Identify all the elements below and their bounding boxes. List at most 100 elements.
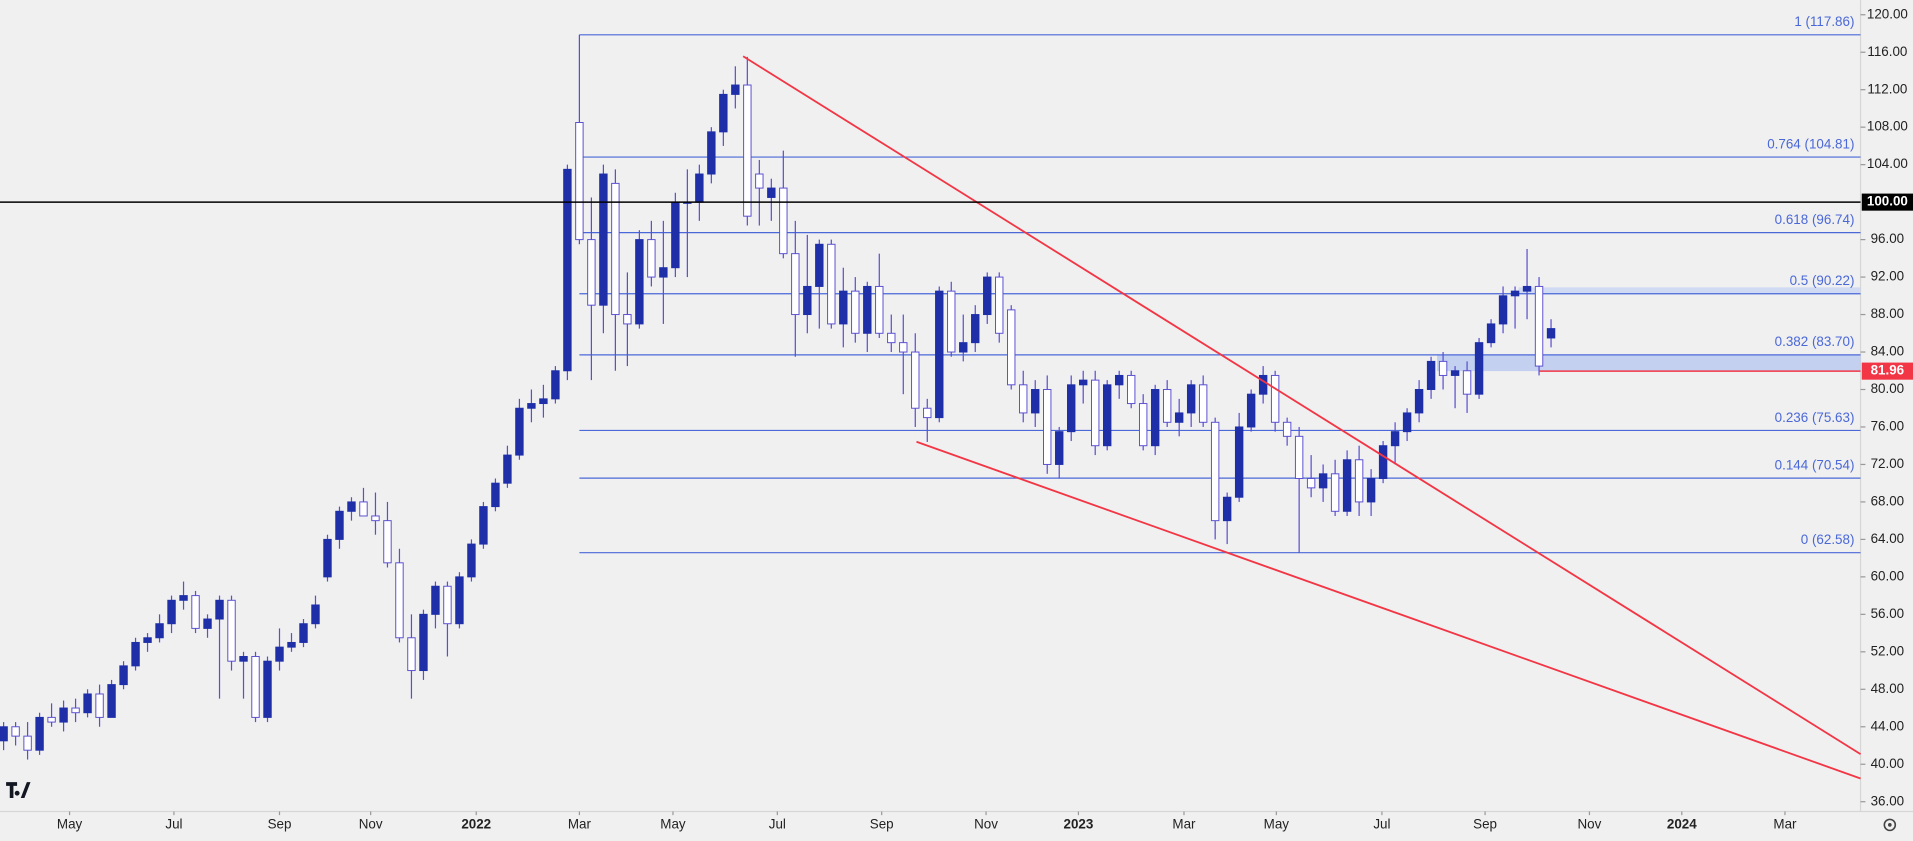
fib-label: 0.382 (83.70) [1775, 334, 1855, 349]
x-tick-label: Jul [165, 816, 182, 831]
candle-body [0, 726, 8, 742]
candle-body [1007, 309, 1016, 386]
trendline [742, 55, 1862, 755]
candle-body [1198, 384, 1208, 423]
y-tick-label: 108.00 [1867, 119, 1908, 134]
y-tick-label: 72.00 [1871, 456, 1905, 471]
candle-body [1366, 478, 1376, 503]
candle-body [863, 285, 872, 334]
candle-body [1522, 285, 1532, 292]
candle-body [347, 501, 356, 512]
x-tick-label: Mar [1172, 816, 1196, 831]
candle-body [155, 623, 164, 639]
candle-body [1162, 389, 1172, 423]
settings-icon[interactable] [1883, 818, 1897, 832]
candle-body [539, 398, 548, 405]
candle-body [1402, 412, 1412, 433]
y-tick-label: 104.00 [1867, 156, 1908, 171]
candle-body [455, 576, 464, 625]
y-tick-label: 36.00 [1871, 793, 1905, 808]
candle-body [1019, 384, 1028, 414]
candle-body [287, 641, 296, 648]
candle-body [1498, 295, 1508, 325]
candle-body [767, 187, 776, 198]
trendline [916, 440, 1861, 780]
candle-body [1102, 384, 1112, 447]
x-tick-label: Nov [974, 816, 998, 831]
x-tick-label: Nov [359, 816, 383, 831]
candle-body [635, 239, 644, 325]
candle-body [803, 285, 812, 316]
candle-body [383, 520, 392, 564]
y-tick-label: 40.00 [1871, 756, 1905, 771]
price-label: 100.00 [1867, 194, 1908, 209]
candle-body [179, 595, 188, 601]
candle-body [1043, 389, 1052, 465]
candle-body [419, 613, 428, 672]
candle-body [47, 716, 56, 723]
candle-body [599, 173, 608, 306]
candle-body [875, 285, 884, 334]
candle-body [1067, 384, 1076, 433]
candle-body [1222, 496, 1232, 522]
candle-body [11, 726, 20, 737]
candle-body [1474, 342, 1484, 395]
candle-body [1318, 473, 1328, 489]
candle-body [1330, 473, 1340, 512]
candle-body [935, 290, 944, 419]
y-tick-label: 68.00 [1871, 493, 1905, 508]
candle-body [851, 290, 860, 334]
candle-body [1210, 421, 1220, 522]
candle-body [371, 515, 380, 522]
y-tick-label: 44.00 [1871, 718, 1905, 733]
y-tick-label: 120.00 [1867, 6, 1908, 21]
x-tick-label: Mar [568, 816, 592, 831]
candle-body [743, 84, 752, 217]
y-tick-label: 60.00 [1871, 568, 1905, 583]
candle-body [215, 599, 224, 620]
candle-body [899, 342, 908, 353]
zone [1437, 354, 1861, 372]
candle-body [923, 407, 932, 419]
candle-body [731, 84, 740, 95]
candle-body [1294, 435, 1304, 479]
fib-label: 0.618 (96.74) [1775, 212, 1855, 227]
candle-body [23, 735, 32, 751]
candle-body [671, 201, 680, 269]
fib-label: 0.5 (90.22) [1790, 273, 1855, 288]
candle-body [755, 173, 764, 189]
candle-body [1306, 478, 1316, 489]
candle-body [503, 454, 512, 484]
fib-label: 0 (62.58) [1801, 532, 1855, 547]
candle-body [323, 538, 332, 578]
candle-body [1246, 393, 1256, 428]
candle-body [443, 585, 452, 625]
candle-body [311, 604, 320, 625]
y-tick-label: 80.00 [1871, 381, 1905, 396]
candle-body [191, 595, 200, 629]
candle-body [563, 168, 572, 372]
x-tick-label: 2022 [461, 816, 491, 831]
candle-body [587, 239, 596, 306]
candle-body [1486, 323, 1496, 344]
fib-label: 0.236 (75.63) [1775, 410, 1855, 425]
price-label: 81.96 [1871, 363, 1905, 378]
y-tick-label: 88.00 [1871, 306, 1905, 321]
candle-body [791, 253, 800, 316]
candle-body [143, 637, 152, 643]
y-tick-label: 96.00 [1871, 231, 1905, 246]
candle-body [95, 693, 104, 718]
candle-body [299, 623, 308, 643]
x-tick-label: Sep [268, 816, 292, 831]
price-label-box [1861, 362, 1913, 380]
x-tick-label: Jul [769, 816, 786, 831]
candle-body [107, 684, 116, 718]
candle-body [335, 510, 344, 540]
candle-body [971, 314, 980, 344]
candle-body [407, 637, 416, 672]
zone [1518, 287, 1861, 294]
y-tick-label: 56.00 [1871, 606, 1905, 621]
x-tick-label: Nov [1578, 816, 1602, 831]
candle-body [491, 482, 500, 508]
y-tick-label: 112.00 [1867, 81, 1907, 96]
